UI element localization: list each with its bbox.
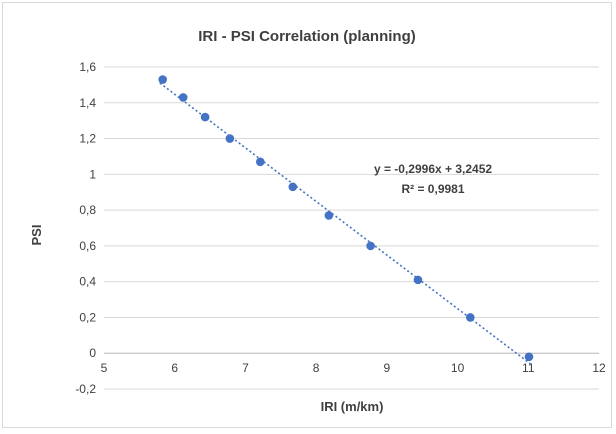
x-tick-label: 8 — [313, 361, 320, 375]
trendline-equation: y = -0,2996x + 3,2452 — [374, 162, 492, 176]
chart-svg: IRI - PSI Correlation (planning) -0,2 0 0,… — [29, 28, 606, 414]
y-axis-label: PSI — [29, 225, 44, 246]
chart-frame: IRI - PSI Correlation (planning) -0,2 0 0,… — [2, 2, 612, 428]
y-tick-label: 1 — [89, 167, 96, 181]
data-point — [255, 157, 265, 167]
x-tick-label: 7 — [242, 361, 249, 375]
data-point — [324, 211, 334, 220]
y-tick-label: 0,8 — [79, 203, 96, 217]
chart-title: IRI - PSI Correlation (planning) — [198, 28, 416, 45]
x-tick-label: 12 — [592, 361, 606, 375]
data-point — [288, 182, 298, 192]
x-axis-label: IRI (m/km) — [321, 399, 384, 414]
data-point — [200, 112, 210, 122]
data-point — [466, 313, 475, 322]
x-tick-label: 10 — [451, 361, 465, 375]
data-point — [524, 352, 534, 362]
data-point — [413, 275, 423, 285]
y-tick-label: 0,2 — [79, 310, 96, 324]
grid-layer — [104, 66, 599, 390]
data-point — [225, 134, 235, 143]
y-tick-label: 0 — [89, 346, 96, 360]
y-tick-labels: -0,2 0 0,2 0,4 0,6 0,8 1 1,2 1,4 1,6 — [75, 60, 96, 396]
x-tick-label: 11 — [522, 361, 535, 375]
x-tick-label: 9 — [384, 361, 391, 375]
data-point — [366, 241, 375, 251]
x-tick-labels: 5 6 7 8 9 10 11 12 — [101, 361, 606, 375]
data-point — [158, 75, 167, 84]
y-tick-label: 1,4 — [79, 96, 96, 110]
data-point — [178, 93, 188, 102]
y-tick-label: 1,6 — [79, 60, 96, 74]
x-tick-label: 5 — [101, 361, 108, 375]
r-squared-label: R² = 0,9981 — [401, 182, 464, 196]
y-tick-label: 1,2 — [79, 132, 96, 146]
x-tick-label: 6 — [171, 361, 178, 375]
y-tick-label: -0,2 — [75, 382, 96, 396]
y-tick-label: 0,6 — [79, 239, 96, 253]
y-tick-label: 0,4 — [79, 275, 96, 289]
trendline — [159, 82, 533, 366]
data-points — [158, 75, 534, 362]
